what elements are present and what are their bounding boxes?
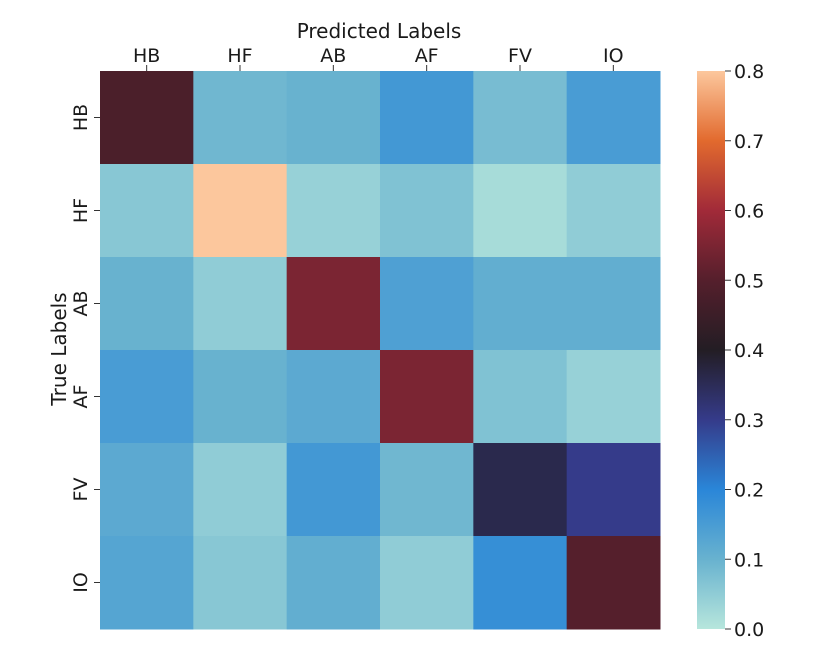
heatmap-cell-fv-ab [286, 443, 381, 537]
colorbar-tick-label: 0.8 [734, 61, 764, 83]
heatmap-cell-hb-hf [193, 71, 288, 165]
heatmap-cell-io-hf [193, 536, 288, 630]
x-tick-labels: HB HF AB AF FV IO [133, 45, 624, 71]
colorbar-tick-label: 0.5 [734, 270, 764, 292]
y-tick-label: IO [70, 572, 92, 593]
colorbar [697, 71, 725, 629]
heatmap-cell-io-hb [100, 536, 194, 630]
x-tick-label: AF [415, 45, 439, 67]
heatmap-cell-ab-af [380, 257, 474, 351]
y-tick-label: AF [70, 385, 92, 409]
heatmap-cell-af-io [566, 350, 661, 444]
colorbar-tick-label: 0.0 [734, 619, 764, 641]
x-tick-label: HB [133, 45, 160, 67]
y-tick-label: AB [70, 290, 92, 316]
colorbar-tick-label: 0.4 [734, 340, 764, 362]
x-axis-label: Predicted Labels [297, 19, 462, 43]
colorbar-tick-label: 0.1 [734, 549, 764, 571]
heatmap-cell-io-io [566, 536, 661, 630]
heatmap-cell-hb-io [566, 71, 661, 165]
heatmap-cell-io-fv [473, 536, 568, 630]
heatmap-cell-fv-fv [473, 443, 568, 537]
heatmap-cell-af-hf [193, 350, 288, 444]
colorbar-ticks: 0.0 0.1 0.2 0.3 0.4 0.5 0.6 0.7 0.8 [725, 61, 764, 641]
y-tick-label: HB [70, 104, 92, 131]
heatmap-cell-hb-af [380, 71, 474, 165]
x-tick-label: AB [320, 45, 346, 67]
heatmap-cell-af-fv [473, 350, 568, 444]
heatmap-cell-io-af [380, 536, 474, 630]
heatmap-cell-hf-af [380, 164, 474, 258]
y-axis-label: True Labels [47, 292, 71, 406]
heatmap-cell-ab-hf [193, 257, 288, 351]
heatmap-cell-ab-hb [100, 257, 194, 351]
heatmap-cell-ab-ab [286, 257, 381, 351]
heatmap-cell-hb-fv [473, 71, 568, 165]
heatmap-cell-fv-hb [100, 443, 194, 537]
heatmap-cell-hf-ab [286, 164, 381, 258]
y-tick-label: FV [70, 478, 92, 502]
heatmap-cell-ab-io [566, 257, 661, 351]
colorbar-tick-label: 0.3 [734, 410, 764, 432]
heatmap-cell-af-af [380, 350, 474, 444]
heatmap-cell-ab-fv [473, 257, 568, 351]
heatmap-cell-af-ab [286, 350, 381, 444]
x-tick-label: FV [508, 45, 532, 67]
y-tick-label: HF [70, 198, 92, 223]
heatmap-cells [100, 71, 661, 630]
colorbar-tick-label: 0.2 [734, 480, 764, 502]
colorbar-tick-label: 0.6 [734, 201, 764, 223]
heatmap-cell-hf-io [566, 164, 661, 258]
heatmap-cell-hf-fv [473, 164, 568, 258]
heatmap-cell-af-hb [100, 350, 194, 444]
heatmap-cell-io-ab [286, 536, 381, 630]
colorbar-tick-label: 0.7 [734, 131, 764, 153]
heatmap-cell-hf-hf [193, 164, 288, 258]
heatmap-cell-hb-hb [100, 71, 194, 165]
x-tick-label: HF [227, 45, 252, 67]
heatmap-cell-fv-hf [193, 443, 288, 537]
x-tick-label: IO [603, 45, 624, 67]
heatmap-cell-hf-hb [100, 164, 194, 258]
y-tick-labels: HB HF AB AF FV IO [70, 104, 100, 593]
heatmap-cell-fv-io [566, 443, 661, 537]
heatmap-cell-fv-af [380, 443, 474, 537]
heatmap-cell-hb-ab [286, 71, 381, 165]
